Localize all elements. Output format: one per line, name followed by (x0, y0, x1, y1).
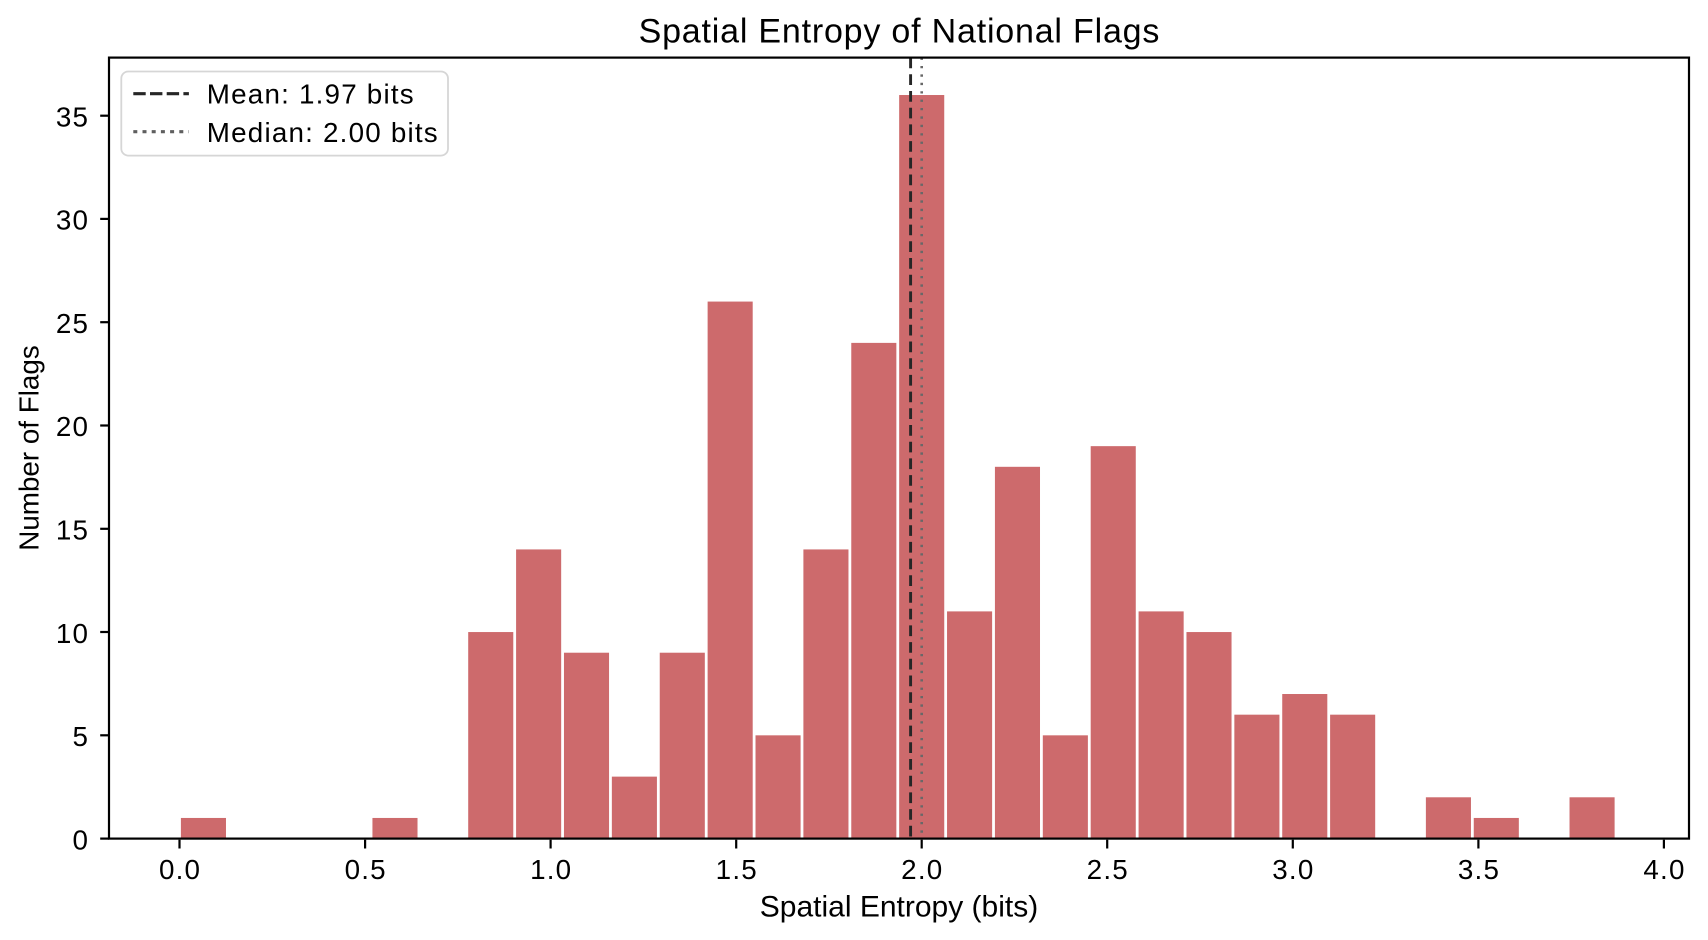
svg-text:30: 30 (56, 205, 89, 236)
svg-text:3.5: 3.5 (1458, 854, 1500, 885)
svg-text:Median: 2.00 bits: Median: 2.00 bits (207, 117, 439, 148)
svg-text:0.0: 0.0 (159, 854, 201, 885)
svg-text:Spatial Entropy of National Fl: Spatial Entropy of National Flags (639, 13, 1161, 51)
svg-text:5: 5 (73, 721, 90, 752)
svg-text:Mean: 1.97 bits: Mean: 1.97 bits (207, 79, 415, 110)
svg-text:1.5: 1.5 (716, 854, 758, 885)
svg-text:0: 0 (73, 824, 90, 855)
svg-text:20: 20 (56, 411, 89, 442)
svg-text:Number of Flags: Number of Flags (14, 345, 45, 550)
svg-text:3.0: 3.0 (1272, 854, 1314, 885)
svg-text:25: 25 (56, 308, 89, 339)
svg-text:35: 35 (56, 101, 89, 132)
svg-text:2.0: 2.0 (901, 854, 943, 885)
svg-text:10: 10 (56, 618, 89, 649)
svg-text:0.5: 0.5 (345, 854, 387, 885)
svg-text:1.0: 1.0 (530, 854, 572, 885)
svg-text:Spatial Entropy (bits): Spatial Entropy (bits) (760, 890, 1038, 923)
svg-text:2.5: 2.5 (1087, 854, 1129, 885)
svg-text:4.0: 4.0 (1643, 854, 1685, 885)
svg-text:15: 15 (56, 515, 89, 546)
